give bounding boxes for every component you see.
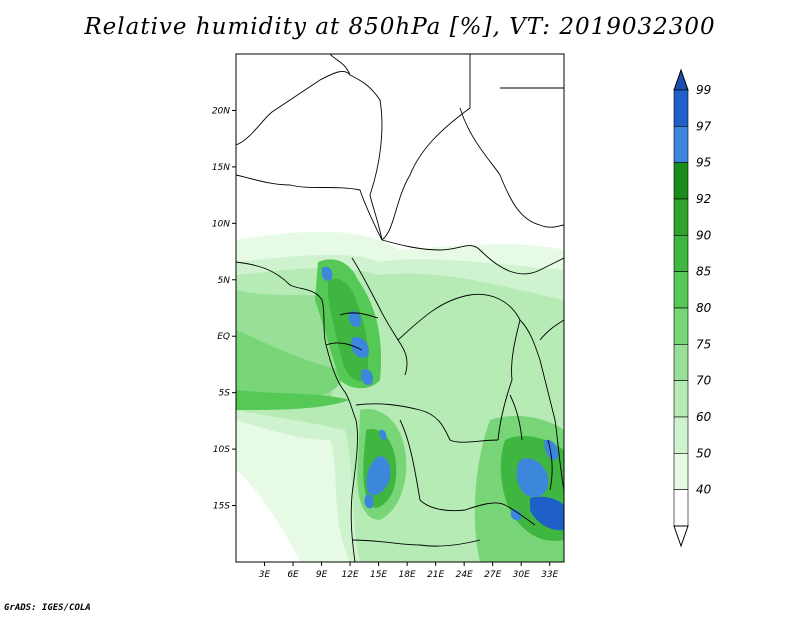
y-tick-label: 15S <box>213 502 230 512</box>
x-tick-label: 12E <box>342 570 359 580</box>
x-tick-label: 18E <box>399 570 416 580</box>
map-title: Relative humidity at 850hPa [%], VT: 201… <box>84 14 716 40</box>
colorbar-bin <box>673 453 689 490</box>
y-tick-label: EQ <box>217 332 230 342</box>
colorbar-bin <box>673 271 689 309</box>
colorbar-bin <box>673 235 689 272</box>
colorbar-label: 40 <box>696 483 712 497</box>
colorbar-bin <box>673 416 689 454</box>
x-tick-label: 24E <box>456 570 473 580</box>
y-tick-label: 5N <box>218 276 231 286</box>
colorbar-bottom-arrow <box>673 525 689 548</box>
y-tick-label: 5S <box>219 389 231 399</box>
x-tick-label: 27E <box>484 570 501 580</box>
colorbar-legend: 99 97 95 92 90 85 80 75 70 60 50 40 <box>673 68 712 548</box>
colorbar-label: 70 <box>696 374 712 388</box>
colorbar-bin <box>673 380 689 418</box>
colorbar-bin <box>673 198 689 236</box>
colorbar-label: 50 <box>696 446 712 460</box>
map-frame <box>235 53 565 563</box>
colorbar-label: 75 <box>696 337 711 351</box>
x-axis: 3E 6E 9E 12E 15E 18E 21E 24E 27E 30E 33E <box>259 562 559 580</box>
colorbar-label: 90 <box>696 228 712 242</box>
x-tick-label: 33E <box>541 570 558 580</box>
colorbar-bin <box>673 89 689 127</box>
colorbar-label: 99 <box>696 83 711 97</box>
x-tick-label: 9E <box>316 570 328 580</box>
y-tick-label: 10S <box>213 445 230 455</box>
y-tick-label: 15N <box>212 163 230 173</box>
colorbar-label: 92 <box>696 192 711 206</box>
colorbar-bin <box>673 307 689 345</box>
y-axis: 20N 15N 10N 5N EQ 5S 10S 15S <box>212 106 236 512</box>
colorbar-top-arrow <box>673 68 689 91</box>
grads-credit: GrADS: IGES/COLA <box>4 603 91 613</box>
colorbar-bin <box>673 126 689 163</box>
x-tick-label: 30E <box>513 570 530 580</box>
colorbar-bin <box>673 489 689 527</box>
x-tick-label: 6E <box>287 570 299 580</box>
country-borders <box>236 54 564 562</box>
colorbar-label: 97 <box>696 119 712 133</box>
colorbar-label: 95 <box>696 156 711 170</box>
y-tick-label: 20N <box>212 106 230 116</box>
x-tick-label: 3E <box>259 570 271 580</box>
colorbar-label: 80 <box>696 301 712 315</box>
colorbar-label: 60 <box>696 410 712 424</box>
humidity-field <box>236 231 564 562</box>
x-tick-label: 21E <box>427 570 444 580</box>
colorbar-bin <box>673 344 689 381</box>
colorbar-bin <box>673 162 689 200</box>
colorbar-label: 85 <box>696 265 711 279</box>
y-tick-label: 10N <box>212 219 230 229</box>
x-tick-label: 15E <box>370 570 387 580</box>
